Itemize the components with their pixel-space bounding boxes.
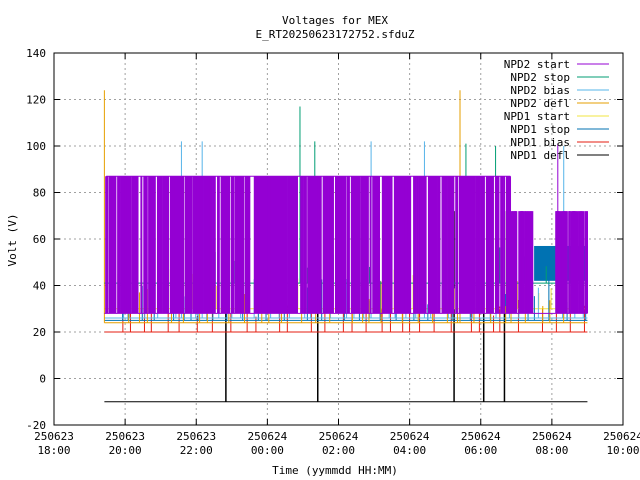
legend-item: NPD2 bias <box>510 84 609 97</box>
x-tick-date: 250624 <box>319 430 359 443</box>
x-tick-time: 04:00 <box>393 444 426 457</box>
x-tick-date: 250624 <box>461 430 501 443</box>
x-tick-time: 22:00 <box>180 444 213 457</box>
y-tick-label: 140 <box>26 47 46 60</box>
x-tick-date: 250624 <box>532 430 572 443</box>
chart-subtitle: E_RT20250623172752.sfduZ <box>256 28 415 41</box>
legend-label: NPD2 defl <box>510 97 570 110</box>
x-tick-time: 20:00 <box>109 444 142 457</box>
x-tick-date: 250624 <box>248 430 288 443</box>
x-tick-time: 10:00 <box>606 444 639 457</box>
legend-label: NPD2 start <box>504 58 570 71</box>
x-tick-time: 00:00 <box>251 444 284 457</box>
x-tick-time: 06:00 <box>464 444 497 457</box>
legend-item: NPD1 defl <box>510 149 609 162</box>
x-tick-date: 250624 <box>390 430 430 443</box>
legend-item: NPD1 start <box>504 110 609 123</box>
y-tick-label: -20 <box>26 419 46 432</box>
legend-item: NPD1 bias <box>510 136 609 149</box>
x-tick-date: 250623 <box>176 430 216 443</box>
legend-item: NPD2 start <box>504 58 609 71</box>
legend-label: NPD1 start <box>504 110 570 123</box>
plot-frame <box>53 52 624 426</box>
x-tick-date: 250624 <box>603 430 640 443</box>
legend-label: NPD1 defl <box>510 149 570 162</box>
x-tick-time: 08:00 <box>535 444 568 457</box>
legend-label: NPD1 stop <box>510 123 570 136</box>
y-tick-label: 100 <box>26 140 46 153</box>
legend-label: NPD2 bias <box>510 84 570 97</box>
y-tick-label: 120 <box>26 94 46 107</box>
legend-item: NPD2 stop <box>510 71 609 84</box>
legend-item: NPD2 defl <box>510 97 609 110</box>
y-tick-label: 80 <box>33 187 46 200</box>
x-tick-date: 250623 <box>34 430 74 443</box>
y-axis-label: Volt (V) <box>6 214 19 267</box>
tick-layer: -2002040608010012014025062318:0025062320… <box>26 47 640 457</box>
legend-item: NPD1 stop <box>510 123 609 136</box>
y-tick-label: 20 <box>33 326 46 339</box>
series-npd2-start <box>104 143 589 314</box>
y-tick-label: 40 <box>33 280 46 293</box>
legend-label: NPD1 bias <box>510 136 570 149</box>
x-tick-time: 18:00 <box>37 444 70 457</box>
x-tick-date: 250623 <box>105 430 145 443</box>
x-tick-time: 02:00 <box>322 444 355 457</box>
legend-label: NPD2 stop <box>510 71 570 84</box>
x-axis-label: Time (yymmdd HH:MM) <box>272 464 398 477</box>
y-tick-label: 0 <box>39 373 46 386</box>
chart-title: Voltages for MEX <box>282 14 388 27</box>
series-layer <box>103 90 589 403</box>
y-tick-label: 60 <box>33 233 46 246</box>
